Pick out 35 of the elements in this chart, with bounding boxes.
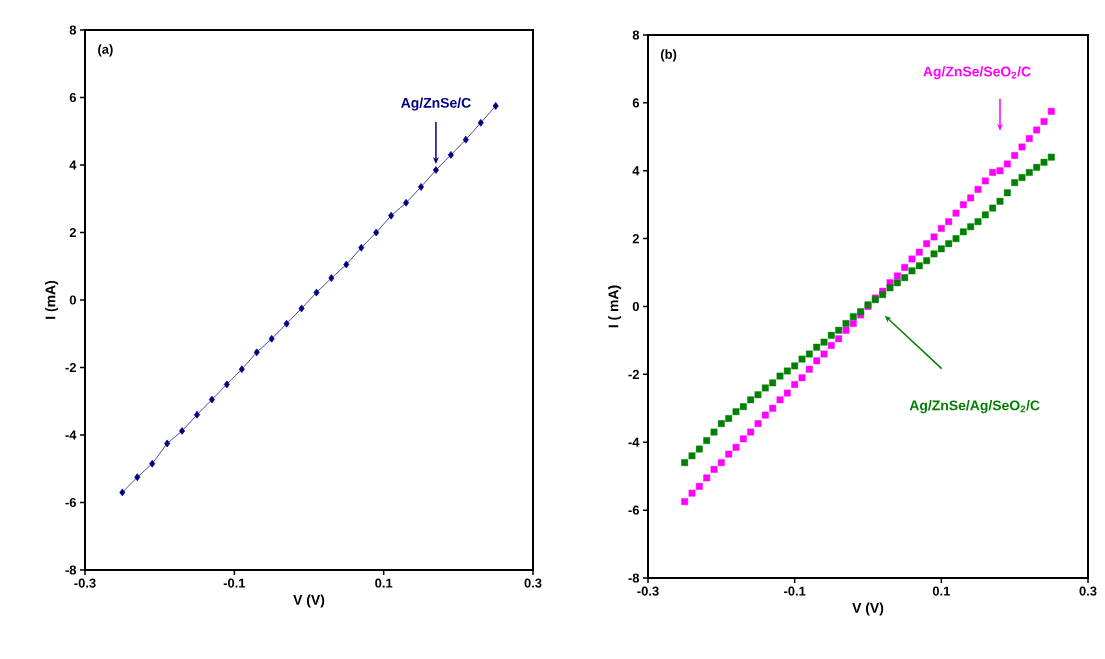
text: Ag/ZnSe/SeO$_{2}$/C [923,66,1031,80]
x-tick-label: -0.3 [74,578,96,588]
y-tick-label: -8 [628,573,640,583]
y-tick-label: -2 [628,369,639,379]
text: Ag/ZnSe/Ag/SeO$_{2}$/C [909,400,1040,414]
y-tick-label: 2 [632,234,639,244]
x-tick-label: -0.1 [223,578,246,588]
annotation: (a) [98,44,113,57]
y-tick-label: 4 [69,160,77,170]
y-tick-label: -6 [65,497,77,508]
y-tick-label: 0 [632,301,639,312]
y-axis-title: I (mA) [45,280,59,319]
y-tick-label: -2 [65,362,76,373]
y-tick-label: -4 [65,430,77,440]
y-tick-label: -8 [65,565,77,575]
y-tick-label: 0 [69,295,76,305]
y-tick-label: 6 [632,98,640,108]
y-tick-label: -6 [628,505,640,515]
y-tick-label: -4 [628,437,640,447]
x-tick-label: 0.1 [375,578,393,588]
annotation: (b) [660,49,677,62]
x-tick-label: 0.3 [524,578,542,588]
y-tick-label: 8 [632,30,640,40]
x-axis-title: V (V) [852,602,884,616]
x-tick-label: 0.3 [1079,586,1097,596]
y-tick-label: 6 [69,92,77,103]
y-tick-label: 4 [632,166,640,176]
x-tick-label: -0.1 [784,586,806,596]
y-axis-title: I ( mA) [608,285,622,328]
x-axis-title: V (V) [293,594,325,608]
series-label: Ag/ZnSe/C [401,97,471,111]
x-tick-label: -0.3 [637,586,659,596]
y-tick-label: 2 [69,227,76,238]
x-tick-label: 0.1 [932,586,950,596]
y-tick-label: 8 [69,25,77,35]
